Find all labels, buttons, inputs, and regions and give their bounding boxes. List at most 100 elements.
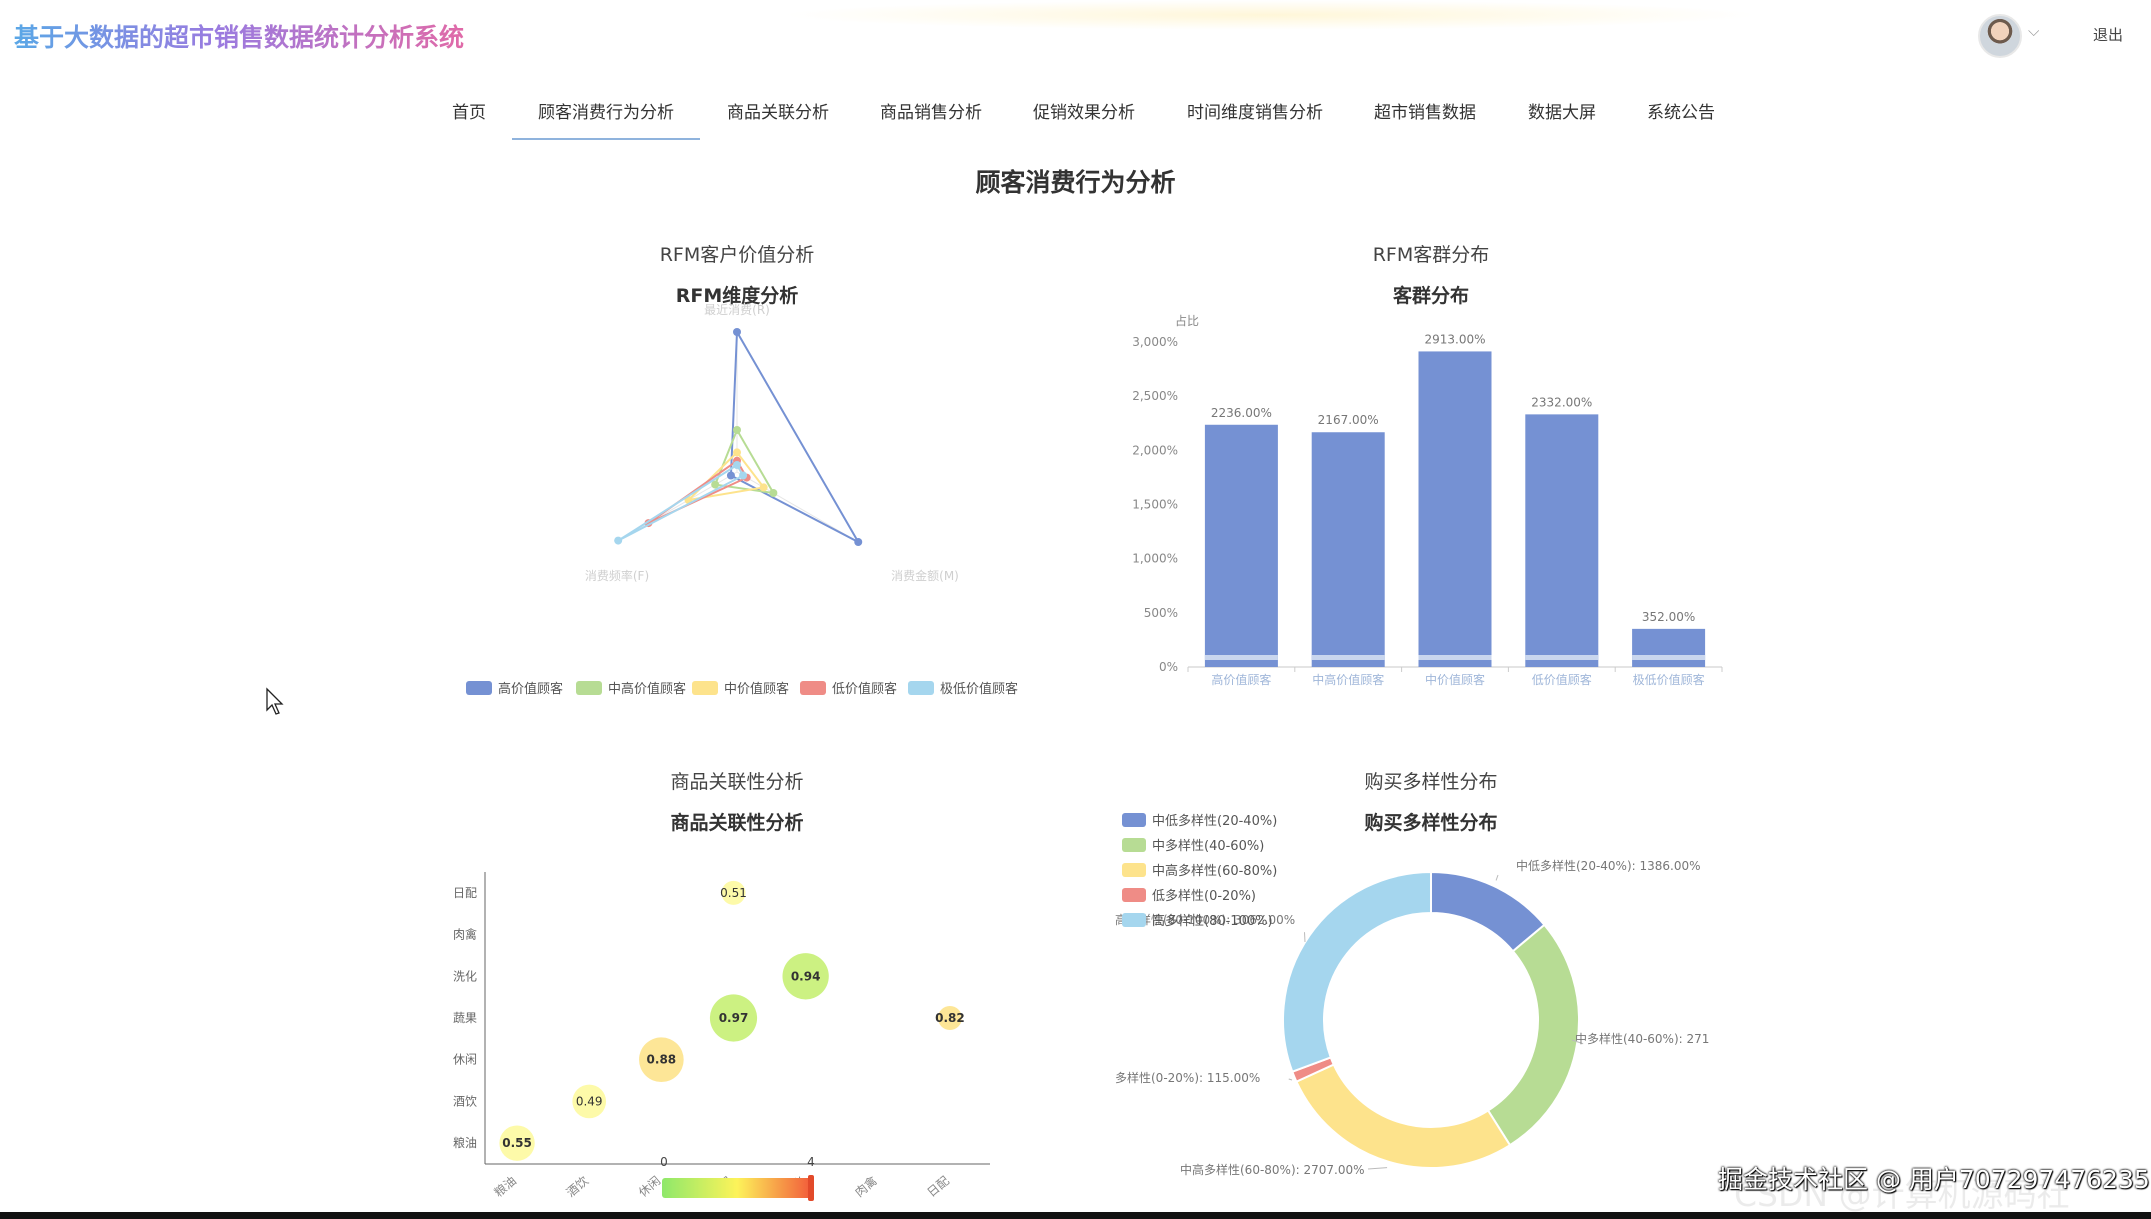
bar [1525, 414, 1599, 667]
nav-item-announcements[interactable]: 系统公告 [1647, 103, 1715, 123]
watermark: 掘金技术社区 @ 用户707297476235 [1718, 1165, 2150, 1194]
scatter-point-label: 0.88 [647, 1053, 677, 1067]
y-tick-label: 洗化 [453, 969, 477, 983]
bar-stack-segment [1204, 655, 1278, 660]
radar-indicator-label: 最近消费(R) [704, 303, 770, 317]
donut-label-line [1288, 1078, 1293, 1081]
logout-link[interactable]: 退出 [2093, 26, 2124, 44]
radar-series-line [617, 463, 745, 542]
radar-point [854, 538, 863, 546]
association-panel-heading: 商品关联性分析 [670, 771, 804, 793]
scatter-point [499, 1125, 535, 1161]
y-tick-label: 2,500% [1132, 389, 1178, 403]
radar-series-line [647, 459, 749, 525]
x-tick-label: 中高价值顾客 [1312, 672, 1384, 687]
x-tick-label: 高价值顾客 [1211, 672, 1271, 687]
donut-label-line [1495, 874, 1499, 881]
nav-item-product-sales[interactable]: 商品销售分析 [880, 103, 982, 123]
y-tick-label: 1,000% [1132, 552, 1178, 566]
scatter-point-label: 0.97 [719, 1011, 749, 1025]
top-bar: 基于大数据的超市销售数据统计分析系统 ⌵ 退出 [0, 0, 2151, 72]
radar-series-line [685, 450, 766, 502]
legend-label: 中高价值顾客 [608, 681, 686, 697]
y-tick-label: 粮油 [453, 1135, 477, 1150]
radar-point [733, 461, 741, 469]
scatter-point-label: 0.82 [935, 1011, 965, 1025]
radar-point [759, 483, 768, 492]
radar-point [733, 328, 741, 336]
radar-point [739, 471, 748, 480]
x-tick-label: 低价值顾客 [1532, 672, 1592, 687]
legend-label: 低价值顾客 [832, 681, 897, 697]
nav-item-home[interactable]: 首页 [452, 103, 486, 123]
radar-point [711, 480, 720, 489]
segments-panel-heading: RFM客群分布 [1372, 244, 1490, 266]
diversity-chart-title: 购买多样性分布 [1364, 812, 1498, 834]
y-tick-label: 蔬果 [453, 1011, 477, 1025]
radar-indicator-label: 消费频率(F) [585, 568, 649, 583]
scatter-point-label: 0.51 [720, 886, 747, 900]
legend-swatch [908, 681, 934, 695]
legend-swatch [692, 681, 718, 695]
nav-item-product-association[interactable]: 商品关联分析 [727, 103, 829, 123]
legend-label: 中多样性(40-60%) [1152, 838, 1264, 854]
legend-label: 高多样性(80-100%) [1152, 913, 1273, 929]
background-watermark: CSDN @计算机源码社 [1734, 1175, 2070, 1214]
bar-data-label: 2167.00% [1318, 413, 1379, 427]
radar-point [733, 426, 741, 434]
legend-label: 低多样性(0-20%) [1152, 888, 1256, 904]
mouse-cursor-icon [266, 687, 284, 715]
donut-label-line [1571, 1039, 1584, 1045]
radar-series-line [729, 328, 861, 545]
legend-swatch [1122, 838, 1146, 852]
legend-label: 中价值顾客 [724, 681, 789, 697]
nav-item-dashboard[interactable]: 数据大屏 [1528, 103, 1596, 123]
bar-data-label: 352.00% [1642, 610, 1695, 624]
user-avatar[interactable] [1978, 14, 2022, 58]
y-tick-label: 酒饮 [453, 1094, 477, 1108]
y-tick-label: 休闲 [453, 1053, 477, 1067]
legend-swatch [576, 681, 602, 695]
legend-swatch [1122, 913, 1146, 927]
bottom-edge [0, 1212, 2151, 1219]
donut-slice-label: 高多样性(80-100%): 3062.00% [1115, 912, 1295, 927]
nav-item-time-sales[interactable]: 时间维度销售分析 [1187, 103, 1323, 123]
nav-item-customer-behavior[interactable]: 顾客消费行为分析 [538, 103, 674, 123]
donut-slice-label: 中高多样性(60-80%): 2707.00% [1180, 1162, 1365, 1177]
y-tick-label: 0% [1159, 660, 1178, 674]
main-nav: 首页 顾客消费行为分析 商品关联分析 商品销售分析 促销效果分析 时间维度销售分… [0, 92, 2151, 142]
legend-swatch [1122, 863, 1146, 877]
legend-label: 中高多样性(60-80%) [1152, 863, 1277, 879]
app-title: 基于大数据的超市销售数据统计分析系统 [14, 18, 464, 54]
donut-slice-label: 多样性(0-20%): 115.00% [1115, 1070, 1260, 1085]
x-tick-label: 中价值顾客 [1425, 672, 1485, 687]
donut-slice [1486, 923, 1580, 1147]
segments-chart-title: 客群分布 [1392, 285, 1469, 307]
y-tick-label: 2,000% [1132, 443, 1178, 457]
bar-stack-segment [1632, 655, 1706, 660]
bar [1418, 351, 1492, 667]
nav-item-promotion[interactable]: 促销效果分析 [1033, 103, 1135, 123]
x-tick-label: 极低价值顾客 [1633, 672, 1705, 687]
nav-item-sales-data[interactable]: 超市销售数据 [1374, 103, 1476, 123]
bar-data-label: 2236.00% [1211, 406, 1272, 420]
bar-data-label: 2913.00% [1424, 332, 1485, 346]
diversity-panel-heading: 购买多样性分布 [1364, 771, 1498, 793]
chevron-down-icon[interactable]: ⌵ [2028, 22, 2040, 40]
visual-map-max-label: 4 [807, 1155, 815, 1169]
y-tick-label: 500% [1144, 606, 1178, 620]
legend-label: 极低价值顾客 [940, 681, 1018, 697]
bar [1311, 432, 1385, 667]
visual-map-bar [662, 1178, 812, 1198]
scatter-point [639, 1037, 684, 1083]
y-tick-label: 3,000% [1132, 335, 1178, 349]
page-title: 顾客消费行为分析 [975, 168, 1176, 197]
legend-label: 中低多样性(20-40%) [1152, 813, 1277, 829]
y-axis-label: 占比 [1175, 313, 1199, 328]
scatter-point [937, 1006, 962, 1030]
radar-series-line [713, 427, 776, 495]
